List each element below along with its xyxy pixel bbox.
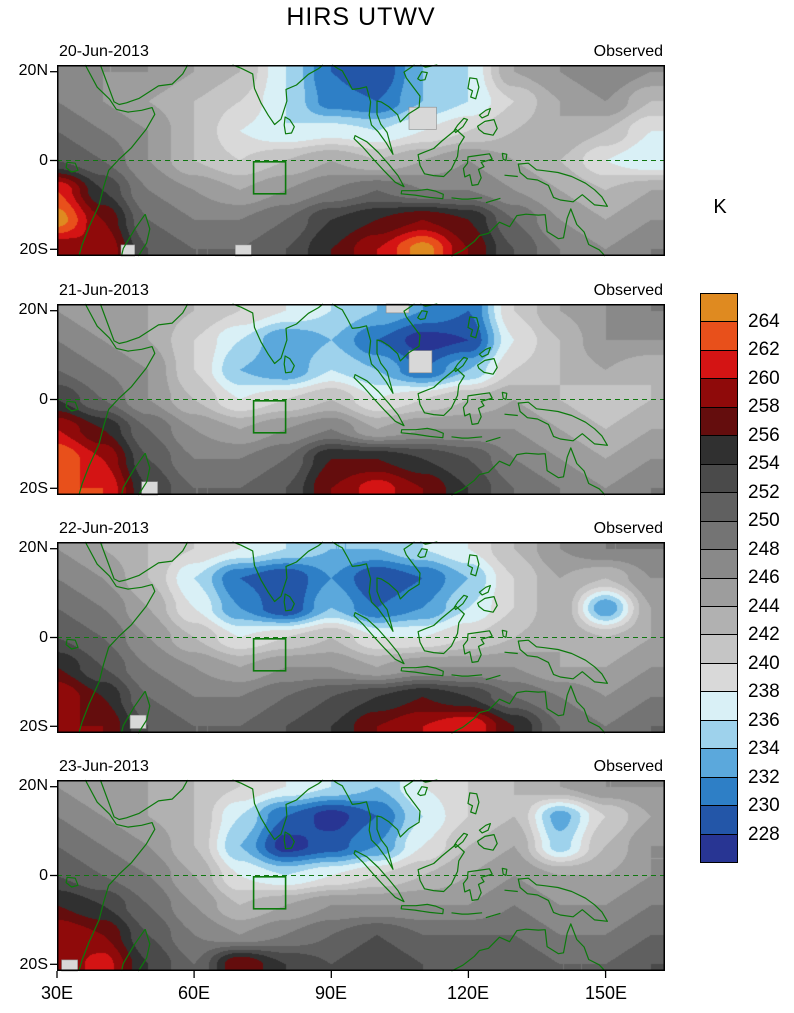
colorbar-tick-label: 238 — [748, 681, 780, 702]
map-overlay — [50, 541, 665, 734]
colorbar-tick-label: 264 — [748, 310, 780, 332]
colorbar-swatch — [701, 321, 737, 350]
colorbar-swatch — [701, 805, 737, 834]
y-axis-label-20n: 20N — [18, 62, 48, 79]
colorbar-swatch — [701, 463, 737, 493]
panel-date: 23-Jun-2013 — [59, 758, 149, 775]
x-axis-label-30e: 30E — [40, 983, 74, 1003]
colorbar-tick-label: 232 — [748, 766, 780, 788]
colorbar-tick-label: 242 — [748, 624, 780, 645]
colorbar-tick-label: 230 — [748, 795, 780, 816]
x-axis-label-60e: 60E — [177, 983, 211, 1003]
colorbar-swatch — [701, 662, 737, 692]
y-axis-label-0: 0 — [39, 152, 48, 169]
colorbar-swatch — [701, 605, 737, 635]
panel-observed-label: Observed — [593, 758, 663, 775]
panel-date: 20-Jun-2013 — [59, 43, 149, 60]
map-panel-3: 22-Jun-2013 Observed 20N 0 20S — [19, 520, 665, 735]
colorbar-swatch — [701, 748, 737, 777]
colorbar-tick-label: 246 — [748, 567, 780, 588]
y-axis-label-0: 0 — [39, 629, 48, 646]
colorbar-swatch — [701, 833, 737, 863]
colorbar-swatch — [701, 691, 737, 720]
x-axis-label-120e: 120E — [446, 983, 490, 1003]
map-overlay — [50, 779, 665, 978]
y-axis-label-20s: 20S — [19, 956, 48, 973]
colorbar-swatch — [701, 435, 737, 464]
colorbar-tick-label: 256 — [748, 424, 780, 446]
y-axis-label-0: 0 — [39, 391, 48, 408]
colorbar-swatch — [701, 776, 737, 806]
colorbar-tick-label: 250 — [748, 510, 780, 531]
map-overlay — [50, 64, 665, 257]
colorbar-tick-label: 260 — [748, 367, 780, 389]
colorbar-tick-label: 262 — [748, 339, 780, 360]
colorbar-swatch — [701, 719, 737, 749]
colorbar-ticks: 264 262 260 258 256 254 252 250 248 246 244 242 240 2… — [748, 293, 794, 863]
map-panel-1: 20-Jun-2013 Observed 20N 0 20S — [19, 43, 665, 258]
colorbar-tick-label: 248 — [748, 538, 780, 560]
colorbar-tick-label: 234 — [748, 738, 780, 759]
colorbar-tick-label: 240 — [748, 652, 780, 674]
colorbar-tick-label: 252 — [748, 481, 780, 503]
colorbar-swatch — [701, 634, 737, 663]
map-overlay — [50, 303, 665, 496]
panel-date: 21-Jun-2013 — [59, 282, 149, 299]
colorbar-swatch — [701, 294, 737, 322]
colorbar-swatch — [701, 577, 737, 606]
colorbar-swatch — [701, 406, 737, 436]
y-axis-label-20s: 20S — [19, 480, 48, 497]
panel-observed-label: Observed — [593, 282, 663, 299]
map-panel-2: 21-Jun-2013 Observed 20N 0 20S — [19, 282, 665, 497]
panel-observed-label: Observed — [593, 43, 663, 60]
map-panel-4: 23-Jun-2013 Observed 20N 0 20S — [19, 758, 665, 978]
colorbar-tick-label: 236 — [748, 709, 780, 731]
colorbar-swatch — [701, 378, 737, 407]
colorbar-swatch — [701, 492, 737, 521]
y-axis-label-20n: 20N — [18, 777, 48, 794]
y-axis-label-0: 0 — [39, 867, 48, 884]
colorbar-unit: K — [713, 196, 727, 218]
colorbar-tick-label: 244 — [748, 595, 780, 617]
y-axis-label-20n: 20N — [18, 539, 48, 556]
x-axis-labels: 30E 60E 90E 120E 150E — [41, 983, 665, 1005]
colorbar-swatch — [701, 349, 737, 379]
x-axis-label-90e: 90E — [314, 983, 348, 1003]
figure-title: HIRS UTWV — [286, 3, 436, 31]
y-axis-label-20s: 20S — [19, 241, 48, 258]
panel-observed-label: Observed — [593, 520, 663, 537]
y-axis-label-20n: 20N — [18, 301, 48, 318]
colorbar-tick-label: 254 — [748, 453, 780, 474]
x-axis-label-150e: 150E — [584, 983, 628, 1003]
colorbar-swatch — [701, 520, 737, 550]
y-axis-label-20s: 20S — [19, 718, 48, 735]
panel-date: 22-Jun-2013 — [59, 520, 149, 537]
colorbar — [700, 293, 738, 863]
colorbar-swatch — [701, 549, 737, 578]
colorbar-tick-label: 228 — [748, 823, 780, 845]
colorbar-tick-label: 258 — [748, 396, 780, 417]
